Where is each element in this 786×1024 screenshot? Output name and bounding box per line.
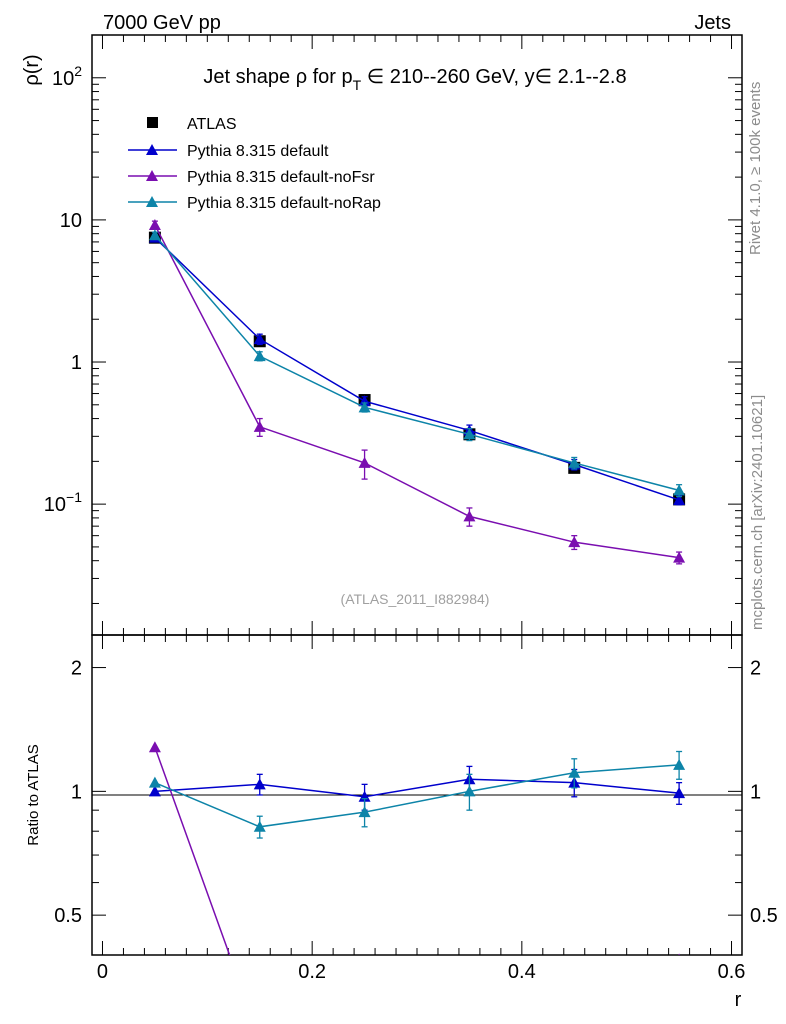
ratio-x-tick-label: 0.4 (508, 961, 536, 983)
legend-marker-norap (146, 196, 158, 207)
ratio-point (358, 806, 371, 818)
data-point (358, 401, 371, 413)
legend-marker-atlas (147, 117, 158, 128)
tick-base: 10 (44, 494, 66, 516)
legend-label-atlas: ATLAS (187, 116, 237, 133)
ratio-series-pythia-8-315-default-norap (148, 750, 686, 839)
ratio-x-axis-label: r (735, 989, 742, 1011)
ratio-y-tick-label: 1 (71, 781, 82, 803)
ratio-y-tick-label-right: 1 (750, 781, 761, 803)
ratio-point (148, 785, 161, 797)
main-y-axis-label: ρ(r) (21, 54, 43, 85)
data-point (673, 493, 686, 505)
tick-base: 1 (71, 352, 82, 374)
ratio-series-group (148, 741, 686, 1011)
main-title: Jet shape ρ for pT ∈ 210--260 GeV, y∈ 2.… (203, 66, 626, 93)
ratio-series-pythia-8-315-default-nofsr (148, 741, 680, 1011)
tick-base: 10 (60, 210, 82, 232)
ratio-point (253, 820, 266, 832)
series-line (154, 237, 680, 501)
title-prefix: Jet shape ρ for p (203, 66, 352, 88)
header-left-label: 7000 GeV pp (103, 12, 221, 34)
data-point (568, 456, 581, 468)
legend-marker-nofsr (146, 170, 158, 181)
ratio-point (673, 787, 686, 799)
legend-label-default: Pythia 8.315 default (187, 143, 329, 160)
ratio-point (463, 785, 476, 797)
data-point (253, 420, 266, 432)
legend-marker-default (146, 144, 158, 155)
ratio-y-tick-labels: 2 2 1 1 0.5 0.5 (54, 658, 778, 928)
main-axis-ticks (92, 34, 742, 635)
data-point (253, 333, 266, 345)
ratio-point (253, 778, 266, 790)
ratio-x-tick-label: 0.2 (298, 961, 326, 983)
tick-base: 10 (52, 68, 74, 90)
ratio-point (148, 741, 161, 753)
data-point (358, 456, 371, 468)
mcplots-label: mcplots.cern.ch [arXiv:2401.10621] (749, 395, 766, 630)
series-pythia-8-315-default-nofsr (148, 219, 686, 565)
legend: ATLAS Pythia 8.315 default Pythia 8.315 … (128, 116, 381, 212)
ratio-x-tick-label: 0 (97, 961, 108, 983)
data-point (673, 551, 686, 563)
data-point (148, 229, 161, 241)
main-y-tick-label: 10−1 (44, 489, 82, 516)
data-point (568, 536, 581, 548)
ratio-y-axis-label: Ratio to ATLAS (25, 744, 42, 845)
header-right-label: Jets (694, 12, 731, 34)
main-series-group (148, 219, 686, 565)
main-y-tick-label: 102 (52, 63, 82, 90)
ratio-y-tick-label: 0.5 (54, 905, 82, 927)
legend-label-norap: Pythia 8.315 default-noRap (187, 195, 381, 212)
main-y-tick-label: 10 (60, 210, 82, 232)
tick-exponent: −1 (66, 489, 82, 505)
data-point (148, 219, 161, 231)
title-subscript: T (353, 77, 362, 93)
ratio-y-tick-label-right: 2 (750, 658, 761, 680)
title-suffix: ∈ 210--260 GeV, y∈ 2.1--2.8 (361, 66, 626, 88)
ratio-panel: 2 2 1 1 0.5 0.5 0 0.2 0.4 0.6 Ratio to ATLAS r (25, 634, 778, 1011)
legend-label-nofsr: Pythia 8.315 default-noFsr (187, 169, 375, 186)
data-point (253, 350, 266, 362)
ratio-point (678, 953, 680, 955)
ratio-x-tick-label: 0.6 (718, 961, 746, 983)
tick-exponent: 2 (74, 63, 82, 79)
series-line (154, 234, 680, 492)
rivet-label: Rivet 4.1.0, ≥ 100k events (747, 82, 764, 255)
data-point (463, 428, 476, 440)
ratio-line (154, 778, 680, 798)
data-point (463, 510, 476, 522)
ratio-series-pythia-8-315-default (148, 765, 686, 811)
ratio-point (148, 776, 161, 788)
data-point (673, 484, 686, 496)
analysis-watermark: (ATLAS_2011_I882984) (341, 591, 490, 607)
ratio-point (359, 968, 371, 979)
ratio-point (568, 1000, 580, 1011)
series-pythia-8-315-default-norap (148, 229, 686, 498)
ratio-y-tick-label-right: 0.5 (750, 905, 778, 927)
ratio-axis-ticks (92, 635, 742, 956)
ratio-point (568, 766, 581, 778)
ratio-x-tick-labels: 0 0.2 0.4 0.6 (97, 961, 746, 983)
ratio-point (673, 758, 686, 770)
ratio-y-tick-label: 2 (71, 658, 82, 680)
main-y-tick-label: 1 (71, 352, 82, 374)
ratio-line (154, 764, 680, 828)
series-line (154, 224, 680, 559)
